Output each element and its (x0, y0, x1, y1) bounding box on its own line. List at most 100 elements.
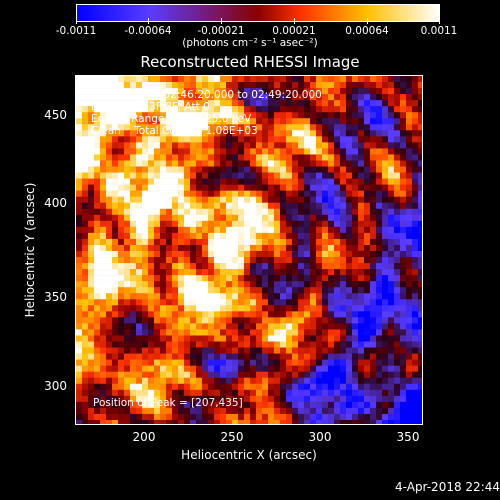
heatmap-cell (232, 395, 239, 403)
heatmap-cell (268, 353, 275, 360)
heatmap-cell (376, 293, 383, 300)
heatmap-cell (232, 142, 239, 149)
heatmap-cell (250, 413, 257, 421)
heatmap-cell (214, 395, 221, 403)
heatmap-cell (322, 172, 329, 179)
heatmap-cell (94, 166, 101, 173)
heatmap-cell (220, 100, 227, 107)
heatmap-cell (202, 359, 209, 366)
heatmap-cell (412, 275, 419, 282)
heatmap-cell (178, 214, 185, 222)
heatmap-cell (94, 106, 101, 113)
heatmap-cell (196, 88, 203, 95)
heatmap-cell (226, 311, 233, 318)
heatmap-cell (88, 148, 95, 155)
heatmap-cell (304, 353, 311, 360)
heatmap-cell (358, 220, 365, 228)
heatmap-cell (316, 263, 323, 270)
heatmap-cell (346, 238, 353, 246)
heatmap-cell (178, 407, 185, 415)
heatmap-cell (172, 238, 179, 246)
heatmap-cell (328, 100, 335, 107)
heatmap-cell (232, 196, 239, 204)
heatmap-cell (118, 251, 125, 258)
heatmap-cell (88, 323, 95, 330)
heatmap-cell (196, 383, 203, 391)
heatmap-cell (346, 407, 353, 415)
heatmap-cell (358, 371, 365, 379)
heatmap-cell (358, 299, 365, 306)
heatmap-cell (244, 130, 251, 137)
heatmap-cell (412, 232, 419, 240)
heatmap-cell (358, 407, 365, 415)
heatmap-cell (220, 275, 227, 282)
heatmap-cell (370, 190, 377, 197)
heatmap-cell (208, 220, 215, 228)
heatmap-cell (82, 100, 89, 107)
heatmap-cell (322, 208, 329, 216)
heatmap-cell (340, 317, 347, 324)
heatmap-cell (334, 251, 341, 258)
heatmap-cell (130, 335, 137, 342)
heatmap-cell (190, 383, 197, 391)
heatmap-cell (94, 293, 101, 300)
heatmap-cell (154, 142, 161, 149)
heatmap-cell (160, 112, 167, 119)
heatmap-cell (142, 251, 149, 258)
heatmap-cell (388, 160, 395, 167)
heatmap-cell (370, 335, 377, 342)
heatmap-cell (310, 287, 317, 294)
heatmap-cell (406, 371, 413, 379)
heatmap-cell (184, 401, 191, 409)
heatmap-cell (226, 178, 233, 185)
heatmap-cell (316, 371, 323, 379)
heatmap-cell (238, 94, 245, 101)
heatmap-cell (190, 226, 197, 234)
heatmap-cell (412, 154, 419, 161)
heatmap-cell (196, 407, 203, 415)
heatmap-cell (82, 371, 89, 379)
heatmap-cell (352, 347, 359, 354)
heatmap-cell (232, 178, 239, 185)
heatmap-cell (142, 244, 149, 252)
heatmap-cell (172, 329, 179, 336)
heatmap-cell (148, 257, 155, 264)
heatmap-cell (154, 238, 161, 246)
heatmap-cell (178, 124, 185, 131)
heatmap-cell (196, 317, 203, 324)
heatmap-cell (82, 311, 89, 318)
heatmap-cell (196, 214, 203, 222)
heatmap-cell (310, 82, 317, 89)
heatmap-cell (298, 106, 305, 113)
heatmap-cell (94, 82, 101, 89)
heatmap-cell (82, 359, 89, 366)
heatmap-cell (346, 208, 353, 216)
heatmap-cell (184, 383, 191, 391)
heatmap-cell (286, 232, 293, 240)
heatmap-cell (118, 220, 125, 228)
heatmap-cell (364, 214, 371, 222)
heatmap-cell (190, 269, 197, 276)
heatmap-cell (214, 178, 221, 185)
heatmap-cell (328, 275, 335, 282)
heatmap-cell (394, 395, 401, 403)
heatmap-cell (166, 202, 173, 210)
heatmap-cell (388, 76, 395, 83)
heatmap-cell (196, 112, 203, 119)
heatmap-cell (88, 395, 95, 403)
heatmap-cell (274, 202, 281, 210)
heatmap-cell (106, 329, 113, 336)
heatmap-cell (232, 365, 239, 372)
heatmap-cell (184, 347, 191, 354)
heatmap-cell (214, 407, 221, 415)
heatmap-cell (268, 269, 275, 276)
x-axis-label: Heliocentric X (arcsec) (181, 448, 317, 462)
heatmap-cell (406, 335, 413, 342)
heatmap-cell (160, 389, 167, 397)
heatmap-cell (190, 347, 197, 354)
heatmap-cell (280, 311, 287, 318)
heatmap-cell (304, 154, 311, 161)
heatmap-cell (274, 214, 281, 222)
heatmap-cell (124, 112, 131, 119)
heatmap-cell (418, 148, 422, 155)
